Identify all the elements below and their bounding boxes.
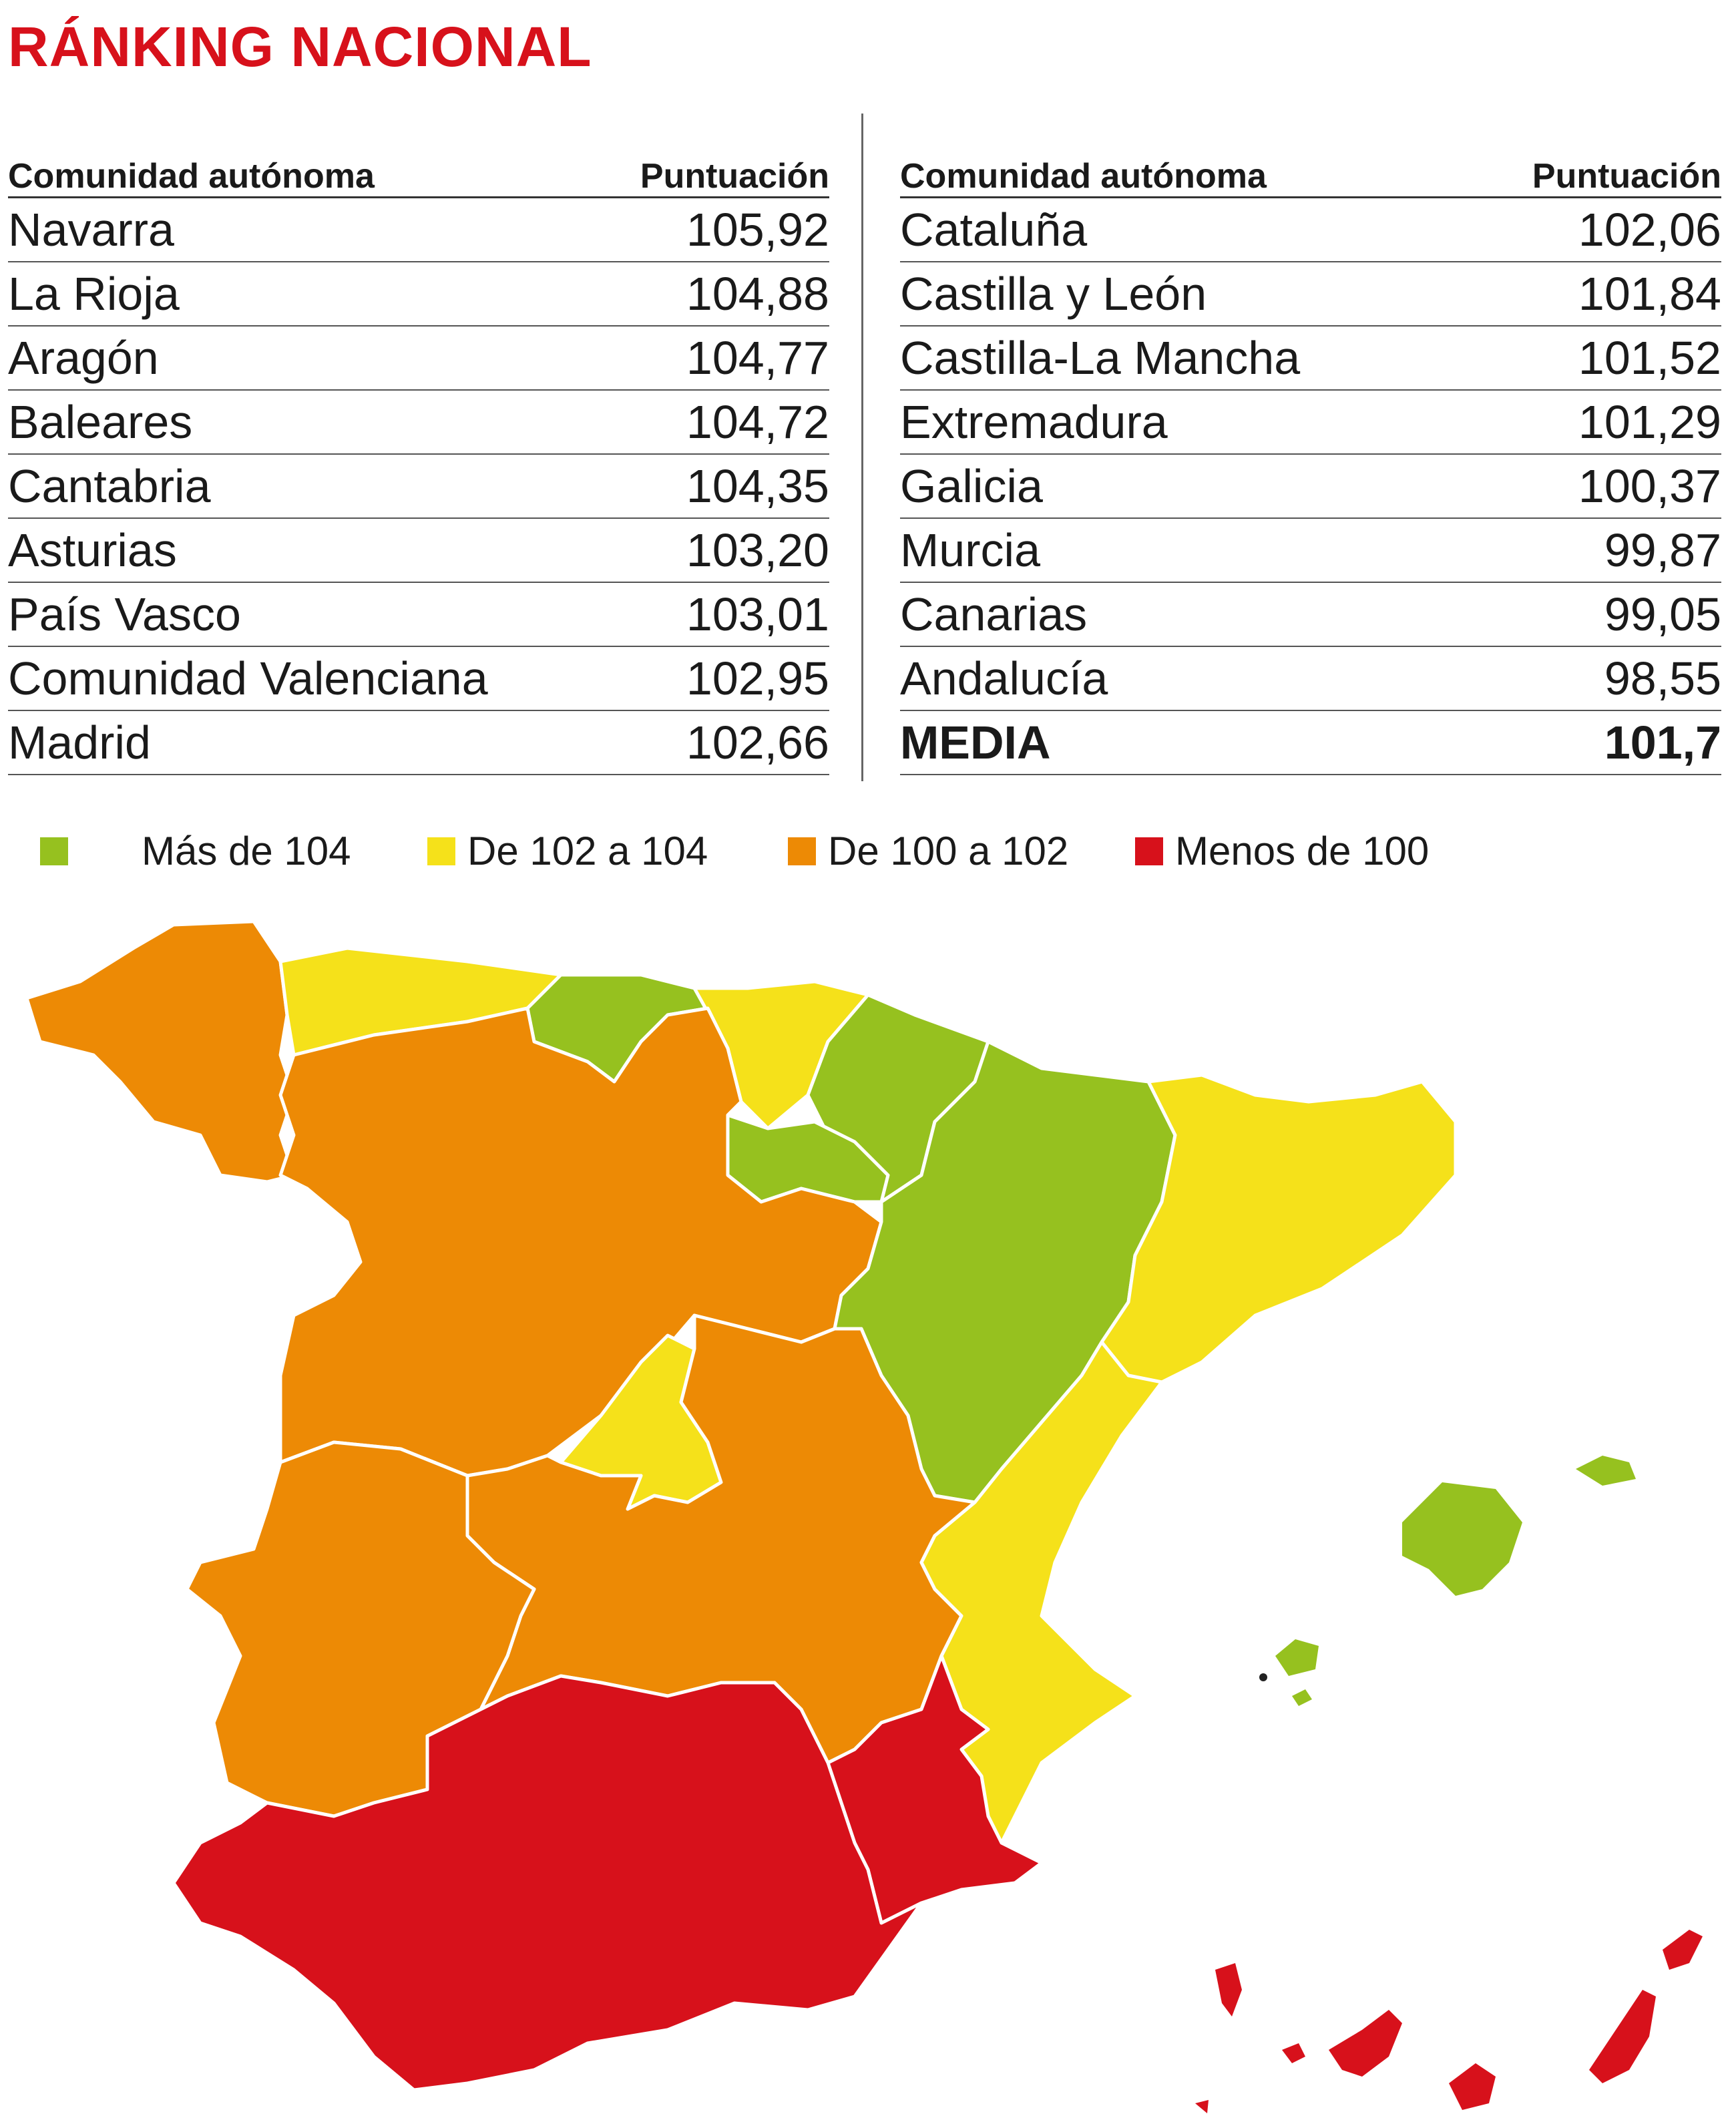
region-name: Murcia [900,524,1041,576]
ranking-table-right: Comunidad autónoma Puntuación Cataluña 10… [900,146,1721,775]
region-score: 101,52 [1578,332,1721,384]
region-score: 98,55 [1604,652,1721,704]
region-name: Cataluña [900,204,1088,256]
ibiza [1275,1639,1319,1676]
legend-label: Más de 104 [142,829,351,873]
region-score: 101,7 [1604,716,1721,769]
region-score: 101,29 [1578,396,1721,448]
region-score: 104,35 [686,460,829,512]
region-cataluna [1100,1073,1458,1384]
table-row: Cantabria 104,35 [8,455,829,519]
spain-map [25,919,1703,2113]
region-comunidad-valenciana [919,1340,1164,1845]
table-row: Castilla y León 101,84 [900,262,1721,327]
region-name: Madrid [8,716,151,769]
region-galicia [25,919,296,1184]
region-canarias [1195,1930,1703,2113]
legend-item-orange: De 100 a 102 [788,828,1068,874]
table-row: Asturias 103,20 [8,519,829,583]
table-row: Cataluña 102,06 [900,198,1721,262]
region-score: 104,88 [686,268,829,320]
table-row: Baleares 104,72 [8,391,829,455]
region-score: 103,01 [686,588,829,640]
yellow-swatch-icon [427,837,455,865]
mallorca [1402,1482,1522,1596]
region-score: 102,06 [1578,204,1721,256]
lanzarote [1663,1930,1703,1970]
region-name: Galicia [900,460,1043,512]
fuerteventura [1589,1990,1656,2083]
ranking-table-left: Comunidad autónoma Puntuación Navarra 105… [8,146,829,775]
red-swatch-icon [1135,837,1163,865]
la-gomera [1282,2043,1305,2063]
region-score: 105,92 [686,204,829,256]
region-name: Extremadura [900,396,1168,448]
tenerife [1329,2010,1402,2077]
region-score: 99,05 [1604,588,1721,640]
header-score: Puntuación [640,157,829,196]
region-score: 102,95 [686,652,829,704]
column-divider [861,114,863,781]
legend-label: De 100 a 102 [828,829,1069,873]
legend-label: De 102 a 104 [467,829,708,873]
legend-item-green: Más de 104 [40,828,351,874]
region-name: Castilla-La Mancha [900,332,1301,384]
region-score: 104,72 [686,396,829,448]
table-row: La Rioja 104,88 [8,262,829,327]
gran-canaria [1449,2063,1496,2110]
region-name: La Rioja [8,268,180,320]
table-header: Comunidad autónoma Puntuación [900,146,1721,198]
table-row: Canarias 99,05 [900,583,1721,647]
legend: Más de 104 De 102 a 104 De 100 a 102 Men… [0,828,1736,875]
region-name: Aragón [8,332,159,384]
region-name: Baleares [8,396,193,448]
table-header: Comunidad autónoma Puntuación [8,146,829,198]
region-score: 102,66 [686,716,829,769]
region-baleares [1259,1456,1636,1706]
header-score: Puntuación [1532,157,1721,196]
formentera [1292,1689,1312,1706]
region-score: 100,37 [1578,460,1721,512]
region-name: Cantabria [8,460,211,512]
table-row: Castilla-La Mancha 101,52 [900,327,1721,391]
legend-item-red: Menos de 100 [1135,828,1429,874]
table-row: País Vasco 103,01 [8,583,829,647]
header-region: Comunidad autónoma [8,157,375,196]
region-name: Castilla y León [900,268,1207,320]
green-swatch-icon [40,837,68,865]
table-row: Navarra 105,92 [8,198,829,262]
region-name: MEDIA [900,716,1051,769]
page-title: RÁNKING NACIONAL [8,15,592,78]
table-row: Madrid 102,66 [8,711,829,775]
table-row: Murcia 99,87 [900,519,1721,583]
region-score: 104,77 [686,332,829,384]
table-row: Comunidad Valenciana 102,95 [8,647,829,711]
table-row: Andalucía 98,55 [900,647,1721,711]
table-row: Galicia 100,37 [900,455,1721,519]
legend-item-yellow: De 102 a 104 [427,828,708,874]
orange-swatch-icon [788,837,816,865]
region-name: Asturias [8,524,177,576]
region-name: Andalucía [900,652,1108,704]
legend-label: Menos de 100 [1175,829,1430,873]
region-score: 103,20 [686,524,829,576]
region-name: País Vasco [8,588,241,640]
region-score: 101,84 [1578,268,1721,320]
region-name: Canarias [900,588,1088,640]
menorca [1576,1456,1636,1486]
table-row-average: MEDIA 101,7 [900,711,1721,775]
region-score: 99,87 [1604,524,1721,576]
region-name: Navarra [8,204,174,256]
el-hierro [1195,2100,1209,2113]
region-name: Comunidad Valenciana [8,652,488,704]
la-palma [1215,1963,1242,2016]
table-row: Aragón 104,77 [8,327,829,391]
header-region: Comunidad autónoma [900,157,1267,196]
region-andalucia [172,1674,923,2092]
table-row: Extremadura 101,29 [900,391,1721,455]
